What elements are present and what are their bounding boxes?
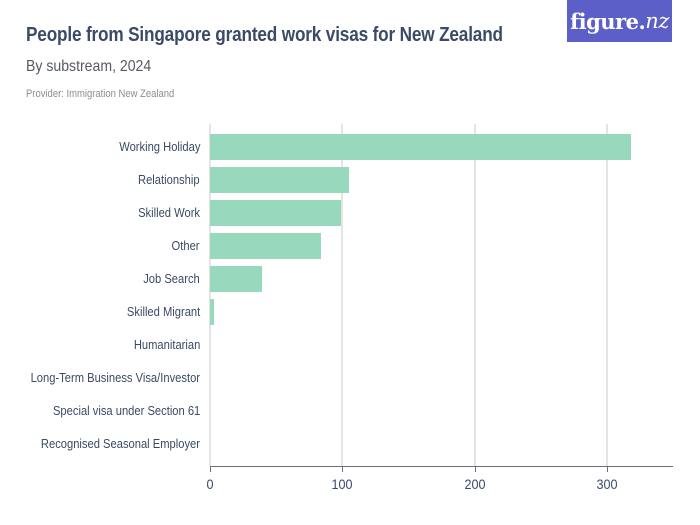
bar[interactable] [210,200,342,226]
category-label: Relationship [138,172,200,187]
x-tick [474,466,476,472]
category-label: Long-Term Business Visa/Investor [30,370,200,385]
chart-subtitle: By substream, 2024 [26,58,152,75]
gridline [209,124,211,466]
category-label: Job Search [143,271,200,286]
x-tick-label: 100 [331,476,353,492]
bar[interactable] [210,134,632,160]
figure-nz-logo[interactable]: figure. nz [567,0,672,42]
data-provider: Provider: Immigration New Zealand [26,88,175,100]
category-label: Other [172,238,200,253]
x-tick [342,466,344,472]
x-tick [210,466,211,472]
x-tick-label: 0 [206,476,214,492]
category-label: Skilled Work [138,205,200,220]
category-label: Working Holiday [118,139,200,154]
x-tick-label: 300 [596,476,618,492]
bar[interactable] [210,266,262,292]
gridline [473,124,476,466]
category-label: Recognised Seasonal Employer [40,436,200,451]
category-label: Skilled Migrant [126,304,200,319]
bar[interactable] [210,233,322,259]
bar[interactable] [210,167,350,193]
gridline [606,124,609,466]
category-label: Special visa under Section 61 [52,403,200,418]
category-label: Humanitarian [133,337,200,352]
bar[interactable] [210,299,214,325]
x-axis-line [210,466,673,467]
logo-suffix: nz [645,9,669,33]
gridline [341,124,344,466]
logo-text: figure. [570,8,646,34]
x-tick [607,466,609,472]
x-tick-label: 200 [464,476,486,492]
chart-title: People from Singapore granted work visas… [26,24,503,46]
